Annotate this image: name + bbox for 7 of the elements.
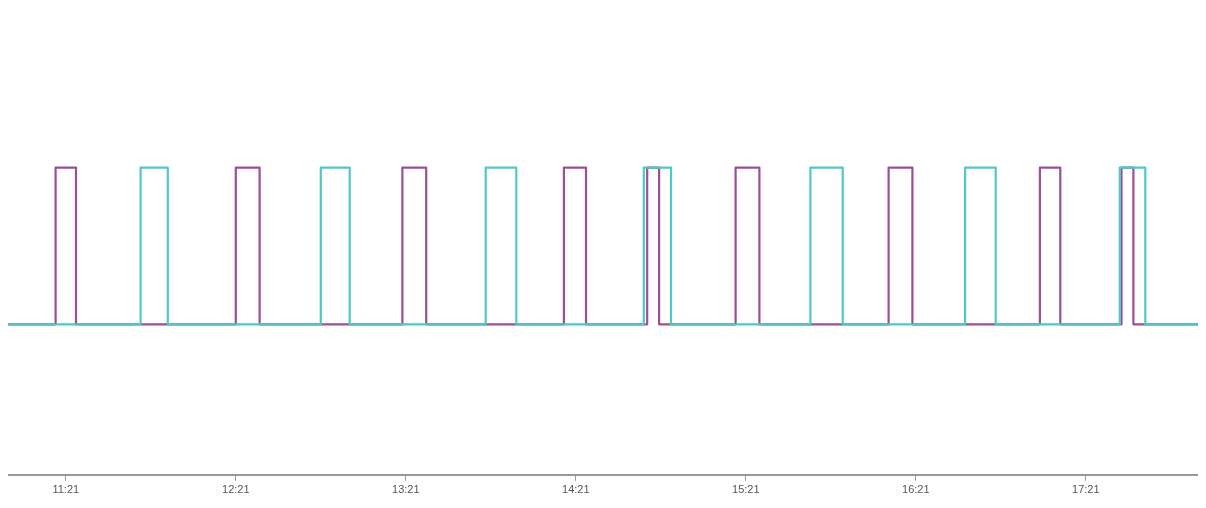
x-tick-label: 11:21 bbox=[52, 483, 80, 496]
x-tick-label: 17:21 bbox=[1072, 483, 1100, 496]
x-tick-label: 16:21 bbox=[902, 483, 930, 496]
x-tick-label: 13:21 bbox=[392, 483, 420, 496]
x-tick-label: 12:21 bbox=[222, 483, 250, 496]
x-tick-label: 14:21 bbox=[562, 483, 590, 496]
x-tick-label: 15:21 bbox=[732, 483, 760, 496]
